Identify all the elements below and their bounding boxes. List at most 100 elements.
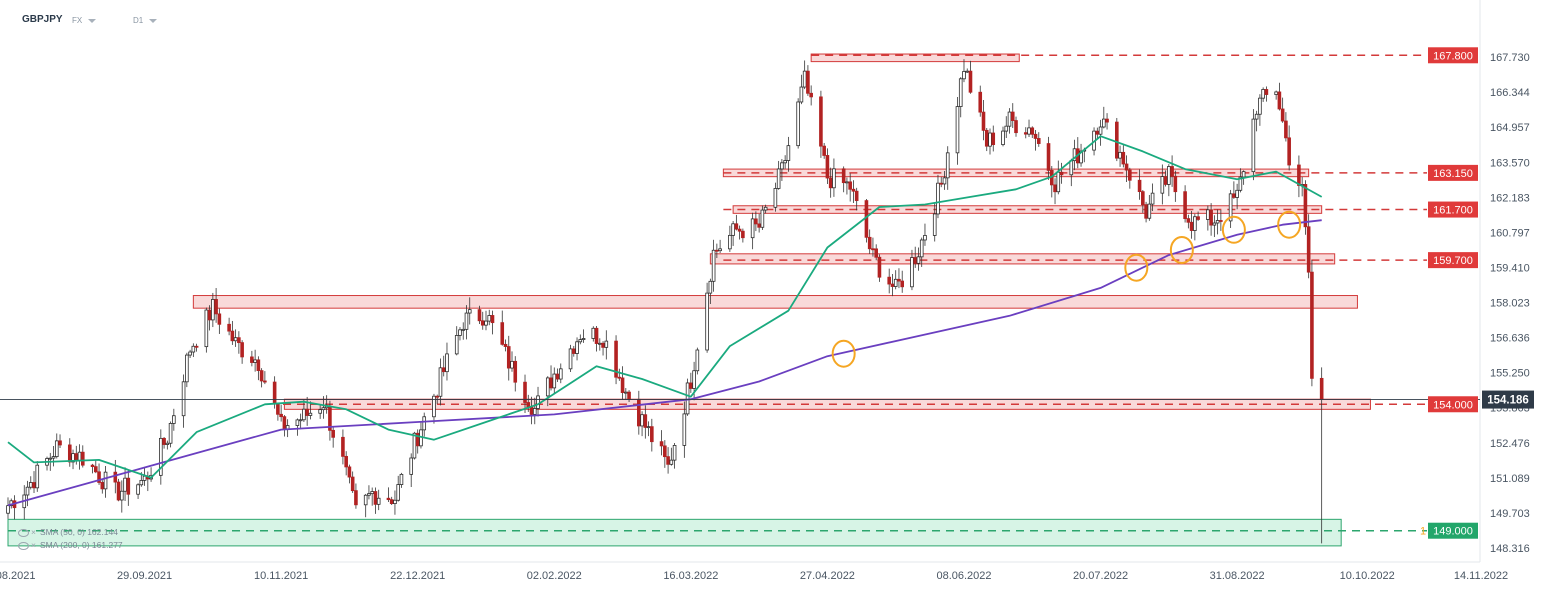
bull-candle bbox=[302, 408, 306, 421]
bear-candle bbox=[819, 96, 823, 147]
bull-candle bbox=[103, 471, 108, 490]
bull-candle bbox=[1206, 209, 1210, 220]
bull-candle bbox=[25, 486, 30, 496]
bear-candle bbox=[981, 111, 986, 131]
bull-candle bbox=[760, 209, 765, 228]
bear-candle bbox=[887, 276, 891, 285]
bull-candle bbox=[1254, 113, 1259, 120]
bull-candle bbox=[552, 373, 557, 389]
bear-candle bbox=[214, 299, 218, 315]
bull-candle bbox=[458, 329, 462, 336]
bull-candle bbox=[1072, 148, 1077, 162]
bull-candle bbox=[188, 351, 192, 356]
bear-candle bbox=[162, 437, 166, 445]
bear-candle bbox=[1196, 216, 1200, 220]
y-tick-label: 158.023 bbox=[1490, 298, 1530, 310]
bear-candle bbox=[1277, 91, 1282, 110]
x-tick-label: 29.09.2021 bbox=[117, 570, 172, 582]
bear-candle bbox=[341, 436, 345, 457]
bear-candle bbox=[1105, 118, 1109, 123]
bull-candle bbox=[120, 490, 124, 501]
bull-candle bbox=[845, 181, 849, 184]
bear-candle bbox=[594, 327, 599, 344]
bear-candle bbox=[734, 223, 739, 230]
market-selector[interactable]: FX bbox=[72, 16, 97, 25]
bull-candle bbox=[467, 309, 472, 314]
bear-candle bbox=[80, 451, 85, 466]
bull-candle bbox=[35, 464, 40, 489]
bear-candle bbox=[978, 91, 983, 113]
bull-candle bbox=[510, 360, 514, 369]
bear-candle bbox=[549, 377, 553, 389]
touch-circle bbox=[1277, 210, 1302, 239]
bull-candle bbox=[932, 213, 937, 236]
bear-candle bbox=[689, 382, 693, 389]
bull-candle bbox=[910, 257, 914, 288]
bear-candle bbox=[1232, 193, 1236, 198]
bear-candle bbox=[1036, 138, 1041, 144]
bull-candle bbox=[172, 415, 176, 424]
bear-candle bbox=[279, 413, 283, 418]
bear-candle bbox=[841, 168, 846, 184]
bear-candle bbox=[991, 132, 996, 146]
bull-candle bbox=[945, 152, 950, 179]
bear-candle bbox=[1280, 108, 1285, 122]
bear-candle bbox=[1319, 377, 1324, 400]
bear-candle bbox=[1189, 221, 1194, 231]
bear-candle bbox=[874, 248, 878, 258]
bull-candle bbox=[685, 382, 690, 415]
close-icon[interactable]: × bbox=[31, 540, 36, 550]
bear-candle bbox=[851, 188, 856, 192]
touch-circle bbox=[1169, 236, 1194, 265]
bull-candle bbox=[370, 491, 374, 495]
bull-candle bbox=[1001, 130, 1005, 146]
interval-selector[interactable]: D1 bbox=[133, 16, 158, 25]
level-tag bbox=[1428, 201, 1478, 218]
bear-candle bbox=[650, 426, 654, 443]
market-label: FX bbox=[72, 16, 83, 25]
bear-candle bbox=[754, 218, 758, 225]
legend-sma200[interactable]: × SMA (200, 0) 161.277 bbox=[18, 540, 123, 550]
bear-candle bbox=[67, 444, 72, 463]
bull-candle bbox=[308, 412, 313, 416]
bear-candle bbox=[1173, 175, 1178, 193]
bear-candle bbox=[1303, 184, 1308, 228]
bull-candle bbox=[367, 493, 371, 496]
eye-icon[interactable] bbox=[18, 528, 29, 537]
bear-candle bbox=[126, 477, 131, 495]
bull-candle bbox=[454, 335, 459, 355]
bear-candle bbox=[663, 445, 667, 458]
bear-candle bbox=[1121, 151, 1126, 165]
bear-candle bbox=[331, 429, 335, 438]
eye-icon[interactable] bbox=[18, 541, 29, 550]
bull-candle bbox=[708, 280, 713, 294]
bear-candle bbox=[1287, 137, 1291, 166]
bull-candle bbox=[77, 451, 82, 462]
bear-candle bbox=[1010, 111, 1015, 121]
bear-candle bbox=[659, 441, 664, 447]
bull-candle bbox=[545, 377, 550, 397]
bull-candle bbox=[28, 482, 33, 488]
y-tick-label: 151.089 bbox=[1490, 473, 1530, 485]
bull-candle bbox=[1147, 203, 1152, 219]
last-price-tag bbox=[1482, 390, 1534, 409]
bear-candle bbox=[939, 182, 944, 185]
bull-candle bbox=[1193, 216, 1197, 231]
legend-sma50[interactable]: × SMA (50, 0) 162.144 bbox=[18, 527, 118, 537]
bear-candle bbox=[1209, 209, 1213, 226]
y-tick-label: 164.957 bbox=[1490, 122, 1530, 134]
touch-circle bbox=[1221, 215, 1246, 244]
bull-candle bbox=[919, 239, 924, 258]
symbol-label[interactable]: GBPJPY bbox=[22, 14, 63, 25]
bear-candle bbox=[386, 497, 391, 501]
bear-candle bbox=[871, 248, 875, 251]
bull-candle bbox=[692, 370, 696, 389]
bull-candle bbox=[711, 249, 716, 282]
close-icon[interactable]: × bbox=[31, 527, 36, 537]
bull-candle bbox=[363, 494, 368, 506]
bull-candle bbox=[776, 168, 781, 189]
bull-candle bbox=[298, 419, 303, 422]
bull-candle bbox=[484, 320, 488, 326]
